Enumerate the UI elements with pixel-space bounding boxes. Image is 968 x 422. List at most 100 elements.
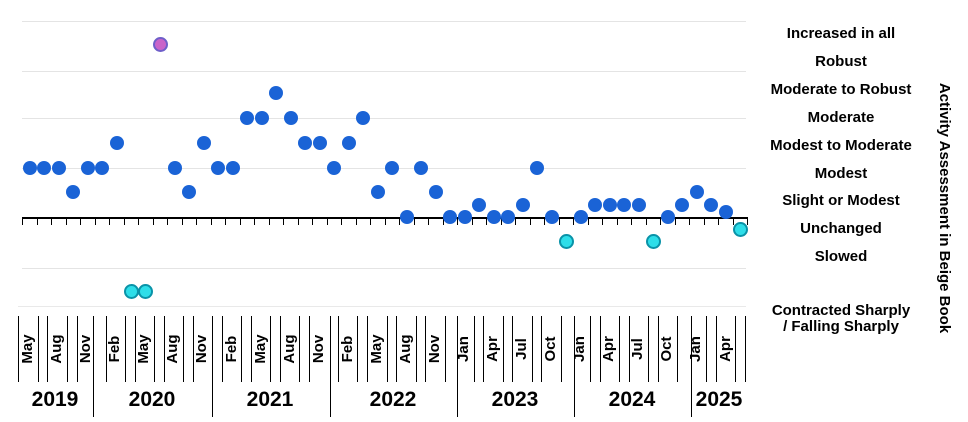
data-point bbox=[138, 283, 153, 299]
x-band-end-line bbox=[745, 316, 746, 382]
data-point bbox=[370, 185, 385, 200]
data-point bbox=[588, 197, 602, 212]
x-year-separator bbox=[93, 316, 94, 417]
x-axis-tick bbox=[529, 218, 531, 225]
x-month-gridline bbox=[47, 316, 49, 382]
x-axis-tick bbox=[51, 218, 53, 225]
x-axis-tick bbox=[457, 218, 459, 225]
x-year-separator bbox=[212, 316, 213, 417]
x-axis-tick bbox=[616, 218, 618, 225]
x-axis-year-label: 2020 bbox=[128, 388, 176, 411]
x-axis-tick bbox=[225, 218, 227, 225]
x-axis-tick bbox=[500, 218, 502, 225]
x-axis-tick bbox=[428, 218, 430, 225]
x-month-gridline bbox=[66, 316, 68, 382]
x-month-gridline bbox=[619, 316, 620, 382]
data-point bbox=[298, 135, 312, 150]
x-month-gridline bbox=[560, 316, 562, 382]
x-axis-tick bbox=[486, 218, 488, 225]
data-point bbox=[37, 160, 51, 175]
x-axis-month-label: Feb bbox=[222, 335, 240, 363]
y-category-label: Slight or Modest bbox=[782, 192, 900, 210]
x-axis-tick bbox=[631, 218, 633, 225]
x-month-gridline bbox=[483, 316, 485, 382]
x-axis-month-label: Apr bbox=[484, 336, 502, 362]
x-month-gridline bbox=[396, 316, 398, 382]
x-axis-tick bbox=[558, 218, 560, 225]
data-point bbox=[167, 160, 182, 175]
x-month-gridline bbox=[250, 316, 252, 382]
x-month-gridline bbox=[241, 316, 243, 382]
x-axis-tick bbox=[254, 218, 256, 225]
y-category-label: Modest to Moderate bbox=[770, 136, 912, 154]
x-month-gridline bbox=[338, 316, 340, 382]
x-axis-month-label: May bbox=[135, 334, 153, 364]
x-axis-month-label: Oct bbox=[542, 336, 560, 362]
x-month-gridline bbox=[154, 316, 156, 382]
x-axis-year-label: 2024 bbox=[608, 388, 656, 411]
y-category-label: Increased in all bbox=[786, 25, 896, 42]
x-axis-tick bbox=[674, 218, 676, 225]
plot-gridline bbox=[22, 71, 746, 72]
x-axis-month-label: Nov bbox=[193, 334, 211, 364]
x-month-gridline bbox=[386, 316, 388, 382]
x-axis-tick bbox=[718, 218, 720, 225]
x-month-gridline bbox=[512, 316, 514, 382]
data-point bbox=[660, 209, 675, 224]
x-year-separator bbox=[691, 316, 692, 417]
y-category-label: Moderate to Robust bbox=[770, 80, 912, 98]
x-axis-month-label: Jan bbox=[455, 336, 472, 362]
x-month-gridline bbox=[309, 316, 310, 382]
data-point bbox=[254, 111, 269, 126]
x-axis-tick bbox=[602, 218, 604, 225]
data-point bbox=[457, 209, 472, 224]
x-year-separator bbox=[330, 316, 331, 417]
x-axis-tick bbox=[312, 218, 314, 225]
x-month-gridline bbox=[105, 316, 107, 382]
x-axis-month-label: Jul bbox=[629, 338, 647, 360]
data-point bbox=[327, 160, 341, 175]
x-month-gridline bbox=[502, 316, 504, 382]
data-point bbox=[515, 197, 530, 212]
data-point bbox=[109, 135, 124, 150]
x-axis-tick bbox=[22, 218, 24, 225]
x-axis-tick bbox=[370, 218, 372, 225]
x-month-gridline bbox=[357, 316, 359, 382]
x-axis-month-label: Aug bbox=[164, 334, 182, 364]
data-point bbox=[80, 160, 95, 175]
x-year-separator bbox=[574, 316, 575, 417]
x-month-gridline bbox=[134, 316, 136, 382]
y-category-label: Robust bbox=[815, 52, 867, 70]
x-axis-month-label: May bbox=[367, 334, 385, 364]
y-category-label: Slowed bbox=[814, 248, 868, 266]
data-point bbox=[51, 160, 66, 175]
data-point bbox=[399, 209, 414, 224]
x-month-gridline bbox=[37, 316, 39, 382]
x-axis-tick bbox=[645, 218, 647, 225]
x-axis-tick bbox=[326, 218, 328, 225]
y-axis-title: Activity Assessment in Beige Book bbox=[936, 82, 953, 334]
x-axis-year-label: 2025 bbox=[695, 388, 743, 411]
x-axis-month-label: Oct bbox=[658, 336, 676, 362]
x-axis-month-label: Feb bbox=[106, 335, 124, 363]
x-month-gridline bbox=[221, 316, 223, 382]
x-axis-month-label: Nov bbox=[425, 334, 443, 364]
data-point bbox=[617, 197, 631, 212]
data-point bbox=[225, 160, 240, 175]
data-point bbox=[486, 209, 501, 224]
x-month-gridline bbox=[657, 316, 659, 382]
x-axis-tick bbox=[544, 218, 546, 225]
x-month-gridline bbox=[425, 316, 427, 382]
x-axis-tick bbox=[123, 218, 125, 225]
x-month-gridline bbox=[279, 316, 281, 382]
x-axis-tick bbox=[442, 218, 444, 225]
x-axis-tick bbox=[94, 218, 96, 225]
x-axis-tick bbox=[660, 218, 662, 225]
data-point bbox=[704, 197, 718, 212]
x-axis-tick bbox=[515, 218, 517, 225]
data-point bbox=[66, 185, 80, 200]
x-axis-month-label: May bbox=[19, 334, 37, 364]
x-axis-tick bbox=[268, 218, 270, 225]
data-point bbox=[675, 197, 689, 212]
x-axis-tick bbox=[283, 218, 285, 225]
